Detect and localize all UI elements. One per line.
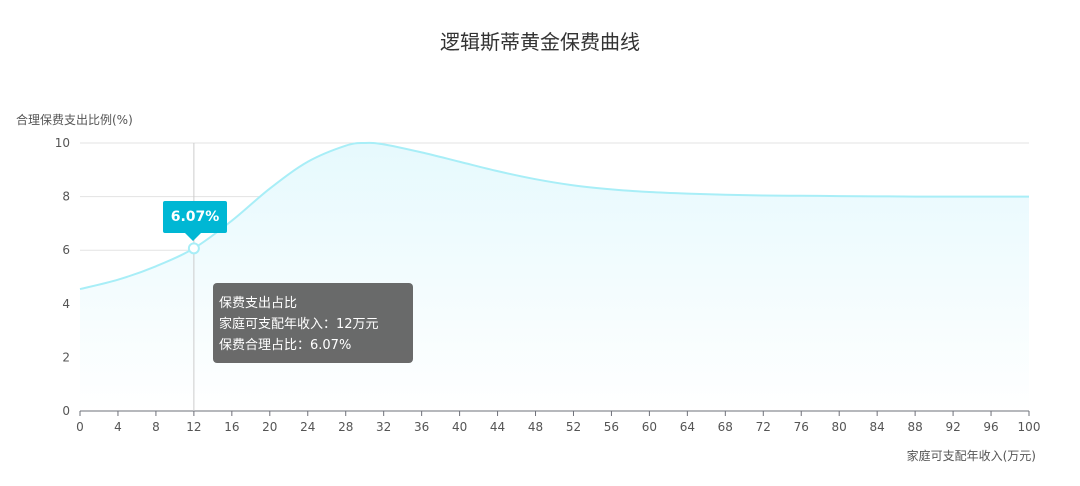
y-tick-label: 0 [62, 404, 70, 418]
y-tick-label: 8 [62, 190, 70, 204]
x-axis-label: 家庭可支配年收入(万元) [907, 448, 1036, 463]
highlight-value-badge: 6.07% [163, 201, 227, 241]
y-tick-label: 6 [62, 243, 70, 257]
x-tick-label: 96 [983, 420, 998, 434]
x-tick-label: 88 [907, 420, 922, 434]
x-tick-label: 48 [528, 420, 543, 434]
x-tick-label: 40 [452, 420, 467, 434]
x-tick-label: 12 [186, 420, 201, 434]
tooltip-title: 保费支出占比 [219, 296, 298, 311]
x-tick-label: 16 [224, 420, 239, 434]
x-tick-label: 32 [376, 420, 391, 434]
x-tick-label: 0 [76, 420, 84, 434]
series-line [79, 141, 1029, 291]
x-tick-label: 100 [1018, 420, 1041, 434]
y-tick-label: 10 [55, 136, 70, 150]
y-axis-label: 合理保费支出比例(%) [16, 112, 133, 127]
x-tick-label: 24 [300, 420, 315, 434]
tooltip-income-line: 家庭可支配年收入：12万元 [219, 317, 379, 332]
x-tick-label: 52 [566, 420, 581, 434]
x-tick-label: 4 [114, 420, 122, 434]
x-tick-label: 68 [718, 420, 733, 434]
highlight-point[interactable] [187, 242, 200, 255]
x-tick-label: 80 [832, 420, 847, 434]
x-tick-label: 72 [756, 420, 771, 434]
x-tick-label: 8 [152, 420, 160, 434]
x-tick-label: 76 [794, 420, 809, 434]
x-tick-label: 64 [680, 420, 695, 434]
tooltip: 保费支出占比 家庭可支配年收入：12万元 保费合理占比：6.07% [213, 283, 413, 363]
x-tick-label: 92 [945, 420, 960, 434]
x-tick-label: 44 [490, 420, 505, 434]
x-tick-label: 20 [262, 420, 277, 434]
tooltip-ratio-line: 保费合理占比：6.07% [219, 338, 352, 353]
x-tick-label: 60 [642, 420, 657, 434]
x-tick-label: 84 [870, 420, 885, 434]
x-tick-label: 28 [338, 420, 353, 434]
chart-title: 逻辑斯蒂黄金保费曲线 [440, 30, 640, 54]
x-tick-label: 36 [414, 420, 429, 434]
y-tick-label: 2 [62, 350, 70, 364]
x-tick-label: 56 [604, 420, 619, 434]
y-tick-label: 4 [62, 297, 70, 311]
